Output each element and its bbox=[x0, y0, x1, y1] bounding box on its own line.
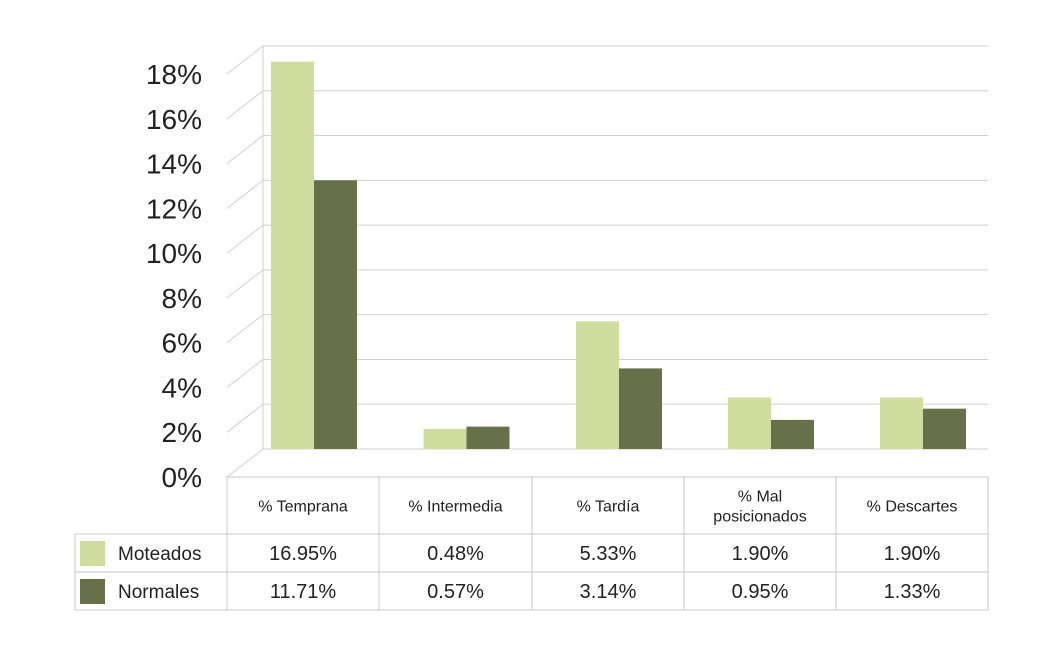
category-label: % Temprana bbox=[258, 499, 348, 516]
data-table: % Temprana % Intermedia % Tardía % Mal posic… bbox=[74, 476, 989, 611]
y-tick-label: 0% bbox=[162, 462, 202, 493]
data-label: 16.95% bbox=[269, 543, 337, 565]
data-label: 1.33% bbox=[884, 581, 941, 603]
bar bbox=[771, 419, 814, 449]
y-tick-label: 10% bbox=[146, 238, 202, 269]
y-tick-label: 2% bbox=[162, 417, 202, 448]
legend-swatch bbox=[80, 579, 105, 604]
legend-swatch bbox=[80, 541, 105, 566]
legend-label: Normales bbox=[118, 582, 199, 603]
y-tick-label: 6% bbox=[162, 328, 202, 359]
gridlines bbox=[226, 45, 988, 478]
data-label: 3.14% bbox=[580, 581, 637, 603]
gridline bbox=[226, 135, 988, 164]
bar bbox=[923, 408, 966, 449]
bars bbox=[271, 61, 966, 450]
gridline bbox=[226, 90, 988, 120]
data-label: 1.90% bbox=[732, 543, 789, 565]
y-tick-label: 12% bbox=[146, 193, 202, 224]
legend-label: Moteados bbox=[118, 544, 201, 565]
data-label: 0.95% bbox=[732, 581, 789, 603]
data-label: 1.90% bbox=[884, 543, 941, 565]
bar bbox=[619, 368, 662, 449]
bar bbox=[466, 426, 510, 449]
bar bbox=[271, 61, 314, 450]
y-tick-label: 8% bbox=[162, 283, 202, 314]
data-label: 0.48% bbox=[427, 543, 484, 565]
y-tick-label: 4% bbox=[162, 372, 202, 403]
category-label: % Mal posicionados bbox=[713, 489, 806, 526]
data-label: 11.71% bbox=[270, 581, 337, 603]
gridline bbox=[226, 45, 988, 75]
y-tick-label: 16% bbox=[146, 104, 202, 135]
y-axis: 0% 2% 4% 6% 8% 10% 12% 14% 16% 18% bbox=[146, 59, 202, 493]
data-label: 0.57% bbox=[427, 581, 484, 603]
y-tick-label: 18% bbox=[146, 59, 202, 90]
y-tick-label: 14% bbox=[146, 149, 202, 180]
category-label: % Intermedia bbox=[408, 499, 502, 516]
gridline bbox=[226, 448, 988, 478]
data-label: 5.33% bbox=[580, 543, 637, 565]
category-label: % Tardía bbox=[577, 499, 640, 516]
bar bbox=[423, 428, 467, 449]
bar bbox=[728, 397, 771, 449]
bar bbox=[880, 397, 923, 449]
category-label: % Descartes bbox=[867, 499, 958, 516]
bar bbox=[314, 180, 357, 450]
bar bbox=[576, 321, 619, 449]
